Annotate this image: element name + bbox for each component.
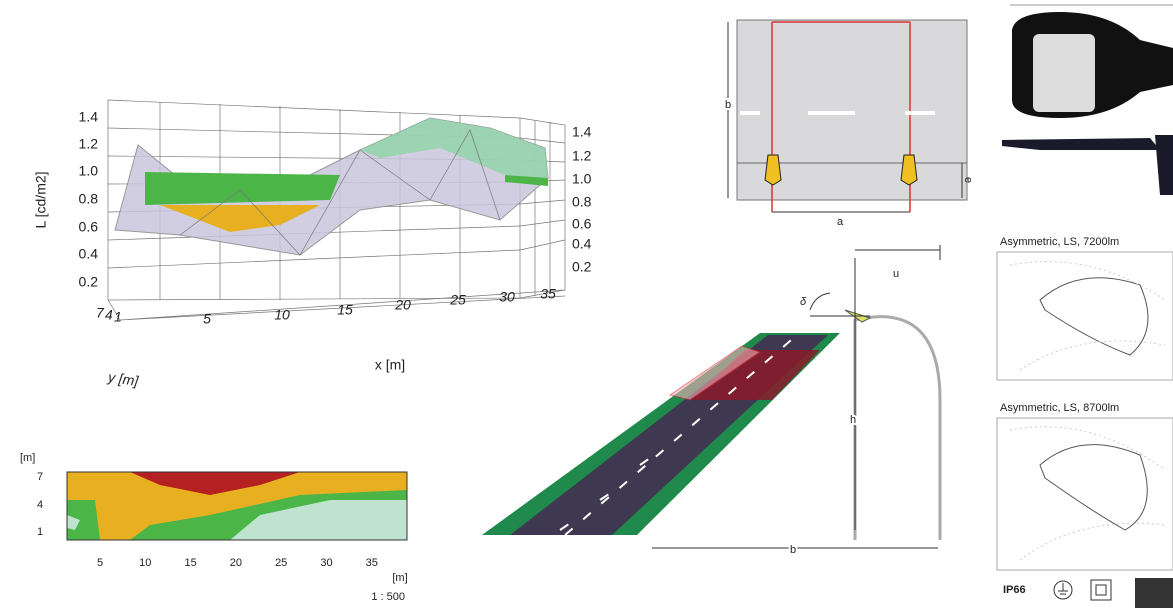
tick-label: 25 bbox=[449, 292, 466, 308]
y-unit: [m] bbox=[20, 452, 35, 464]
left-ticks: 1.4 1.2 1.0 0.8 0.6 0.4 0.2 bbox=[79, 109, 99, 290]
tick-label: 5 bbox=[203, 311, 211, 327]
tick-label: 1.4 bbox=[79, 109, 99, 125]
polar-curve bbox=[1039, 444, 1148, 531]
surface-mesh bbox=[179, 129, 501, 256]
tick-label: 1 bbox=[114, 309, 122, 325]
dimension-lines bbox=[727, 22, 963, 213]
spacing-label: a bbox=[837, 216, 844, 228]
polar-grid bbox=[1009, 261, 1166, 371]
x-ticks: 5 10 15 20 25 30 35 bbox=[203, 286, 556, 327]
tick-label: 7 bbox=[96, 305, 105, 321]
surface-band-green bbox=[145, 172, 340, 205]
class-icon bbox=[1090, 579, 1112, 601]
tick-label: 1.0 bbox=[572, 171, 592, 187]
tick-label: 0.6 bbox=[572, 216, 592, 232]
polar-curve bbox=[1039, 277, 1149, 356]
tick-label: 1.2 bbox=[572, 148, 592, 164]
right-ticks: 1.4 1.2 1.0 0.8 0.6 0.4 0.2 bbox=[572, 124, 592, 275]
tick-label: 0.8 bbox=[79, 191, 99, 207]
tick-label: 1.2 bbox=[79, 136, 99, 152]
contour-frame bbox=[66, 471, 408, 541]
tick-label: 25 bbox=[275, 557, 287, 569]
polar-frame bbox=[996, 251, 1173, 381]
diagram-title: Asymmetric, LS, 7200lm bbox=[1000, 236, 1119, 248]
tick-label: 4 bbox=[37, 499, 43, 511]
tick-label: 15 bbox=[184, 557, 196, 569]
photometry: Asymmetric, LS, 7200lm Asymmetric, LS, 8… bbox=[996, 236, 1173, 608]
luminaire-side bbox=[1002, 135, 1173, 195]
surface-band-light bbox=[360, 118, 548, 178]
tick-label: 1.0 bbox=[79, 163, 99, 179]
offset-label: e bbox=[962, 177, 974, 183]
contour-red bbox=[130, 472, 300, 495]
protection-rating: IP66 bbox=[1003, 584, 1026, 596]
surface-band-orange bbox=[160, 205, 320, 232]
tick-label: 1.4 bbox=[572, 124, 592, 140]
tick-label: 30 bbox=[320, 557, 332, 569]
diagram-title: Asymmetric, LS, 8700lm bbox=[1000, 402, 1119, 414]
tick-label: 20 bbox=[230, 557, 242, 569]
width-label: b bbox=[790, 544, 796, 556]
tick-label: 35 bbox=[366, 557, 378, 569]
luminaire-drawings bbox=[1002, 4, 1173, 195]
calc-area bbox=[690, 350, 820, 400]
luminaire bbox=[764, 154, 918, 186]
tick-label: 10 bbox=[274, 307, 290, 323]
contour-light bbox=[67, 515, 80, 530]
tick-label: 0.2 bbox=[572, 259, 592, 275]
tick-label: 7 bbox=[37, 471, 43, 483]
contour-plot: [m] 7 4 1 5 10 15 20 25 30 35 [m] 1 : 500 bbox=[20, 452, 408, 603]
surface-plot: L [cd/m2] 1.41.21.00.80.60.40.2 1.41.21.… bbox=[33, 99, 592, 389]
contour-y-ticks: 7 4 1 bbox=[37, 471, 43, 538]
y-axis-label: L [cd/m2] bbox=[33, 171, 49, 228]
x-axis-label: x [m] bbox=[375, 357, 405, 373]
tick-label: 15 bbox=[337, 302, 353, 318]
pole bbox=[853, 315, 942, 540]
cert-icon bbox=[1135, 578, 1173, 608]
tick-label: 0.4 bbox=[572, 236, 592, 252]
tick-label: 5 bbox=[97, 557, 103, 569]
tick-label: 0.2 bbox=[79, 274, 99, 290]
dimension-lines bbox=[652, 245, 941, 549]
road-perspective: δ u h b bbox=[482, 245, 942, 558]
tick-label: 30 bbox=[499, 289, 515, 305]
angle-label: δ bbox=[800, 296, 807, 308]
road-plan: b a e bbox=[723, 19, 974, 228]
tick-label: 20 bbox=[394, 297, 411, 313]
height-label: h bbox=[850, 414, 856, 426]
scale: 1 : 500 bbox=[371, 591, 405, 603]
tick-label: 0.4 bbox=[79, 246, 99, 262]
earth-icon bbox=[1053, 580, 1073, 600]
calc-area-outline bbox=[668, 345, 762, 401]
overhang-label: u bbox=[893, 268, 899, 280]
surface-band-green bbox=[505, 175, 548, 186]
tick-label: 1 bbox=[37, 526, 43, 538]
tick-label: 0.6 bbox=[79, 219, 99, 235]
tick-label: 0.8 bbox=[572, 194, 592, 210]
contour-x-ticks: 5 10 15 20 25 30 35 bbox=[97, 557, 378, 569]
width-label: b bbox=[725, 99, 731, 111]
depth-axis-label: y [m] bbox=[106, 369, 140, 389]
contour-orange bbox=[67, 472, 407, 540]
contour-light bbox=[230, 500, 407, 540]
polar-frame bbox=[996, 417, 1173, 571]
tick-label: 10 bbox=[139, 557, 151, 569]
optic bbox=[1033, 34, 1095, 112]
x-unit: [m] bbox=[392, 572, 407, 584]
tick-label: 35 bbox=[540, 286, 556, 302]
lane-marks bbox=[559, 334, 798, 536]
earth-icon bbox=[1058, 583, 1068, 595]
class-icon bbox=[1095, 584, 1107, 596]
tick-label: 4 bbox=[105, 307, 113, 323]
